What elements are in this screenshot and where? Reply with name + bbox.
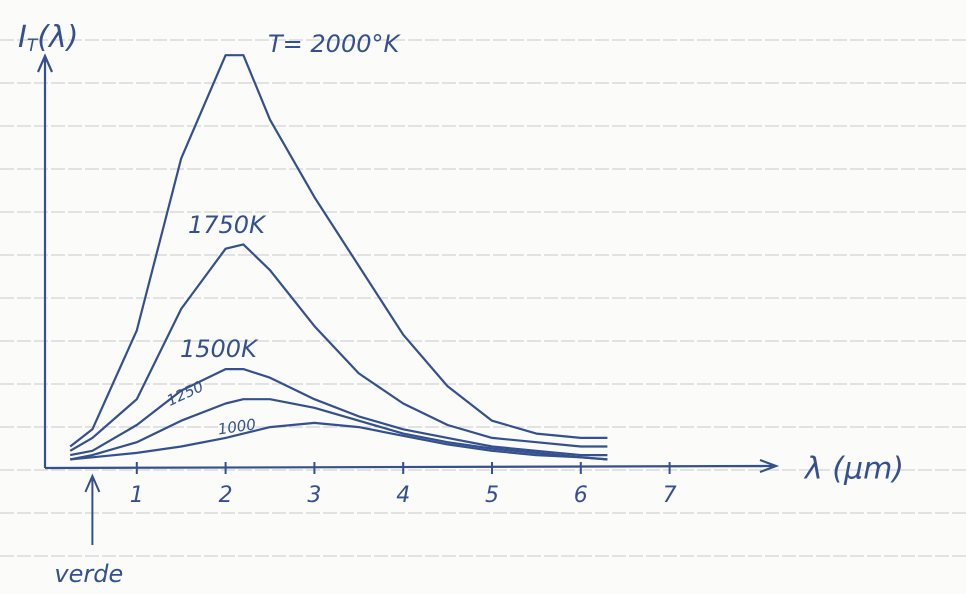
x-label: λ (μm): [803, 452, 904, 487]
curve-label: 1250: [164, 377, 206, 409]
x-tick-label: 1: [130, 483, 144, 508]
annotation: verde: [54, 560, 123, 588]
curve-label: 1750K: [188, 211, 267, 239]
x-tick-label: 5: [485, 483, 499, 508]
y-axis: [38, 56, 52, 468]
curve-label: 1500K: [180, 335, 259, 363]
annotation-arrow: [85, 476, 99, 545]
x-tick-label: 2: [219, 483, 233, 508]
x-tick-label: 4: [396, 483, 410, 508]
curve: [70, 55, 607, 446]
axes: [38, 56, 776, 472]
curve-label: 1000: [217, 415, 257, 438]
x-tick-label: 3: [307, 483, 321, 508]
x-tick-label: 7: [663, 483, 677, 508]
x-tick-label: 6: [574, 483, 588, 508]
curve-label: T= 2000°K: [268, 30, 401, 58]
chart: IT(λ) λ (μm) 1 2 3 4 5 6 7 T= 2000°K 1750K 1500K 1…: [0, 0, 966, 594]
y-label: IT(λ): [18, 20, 78, 57]
